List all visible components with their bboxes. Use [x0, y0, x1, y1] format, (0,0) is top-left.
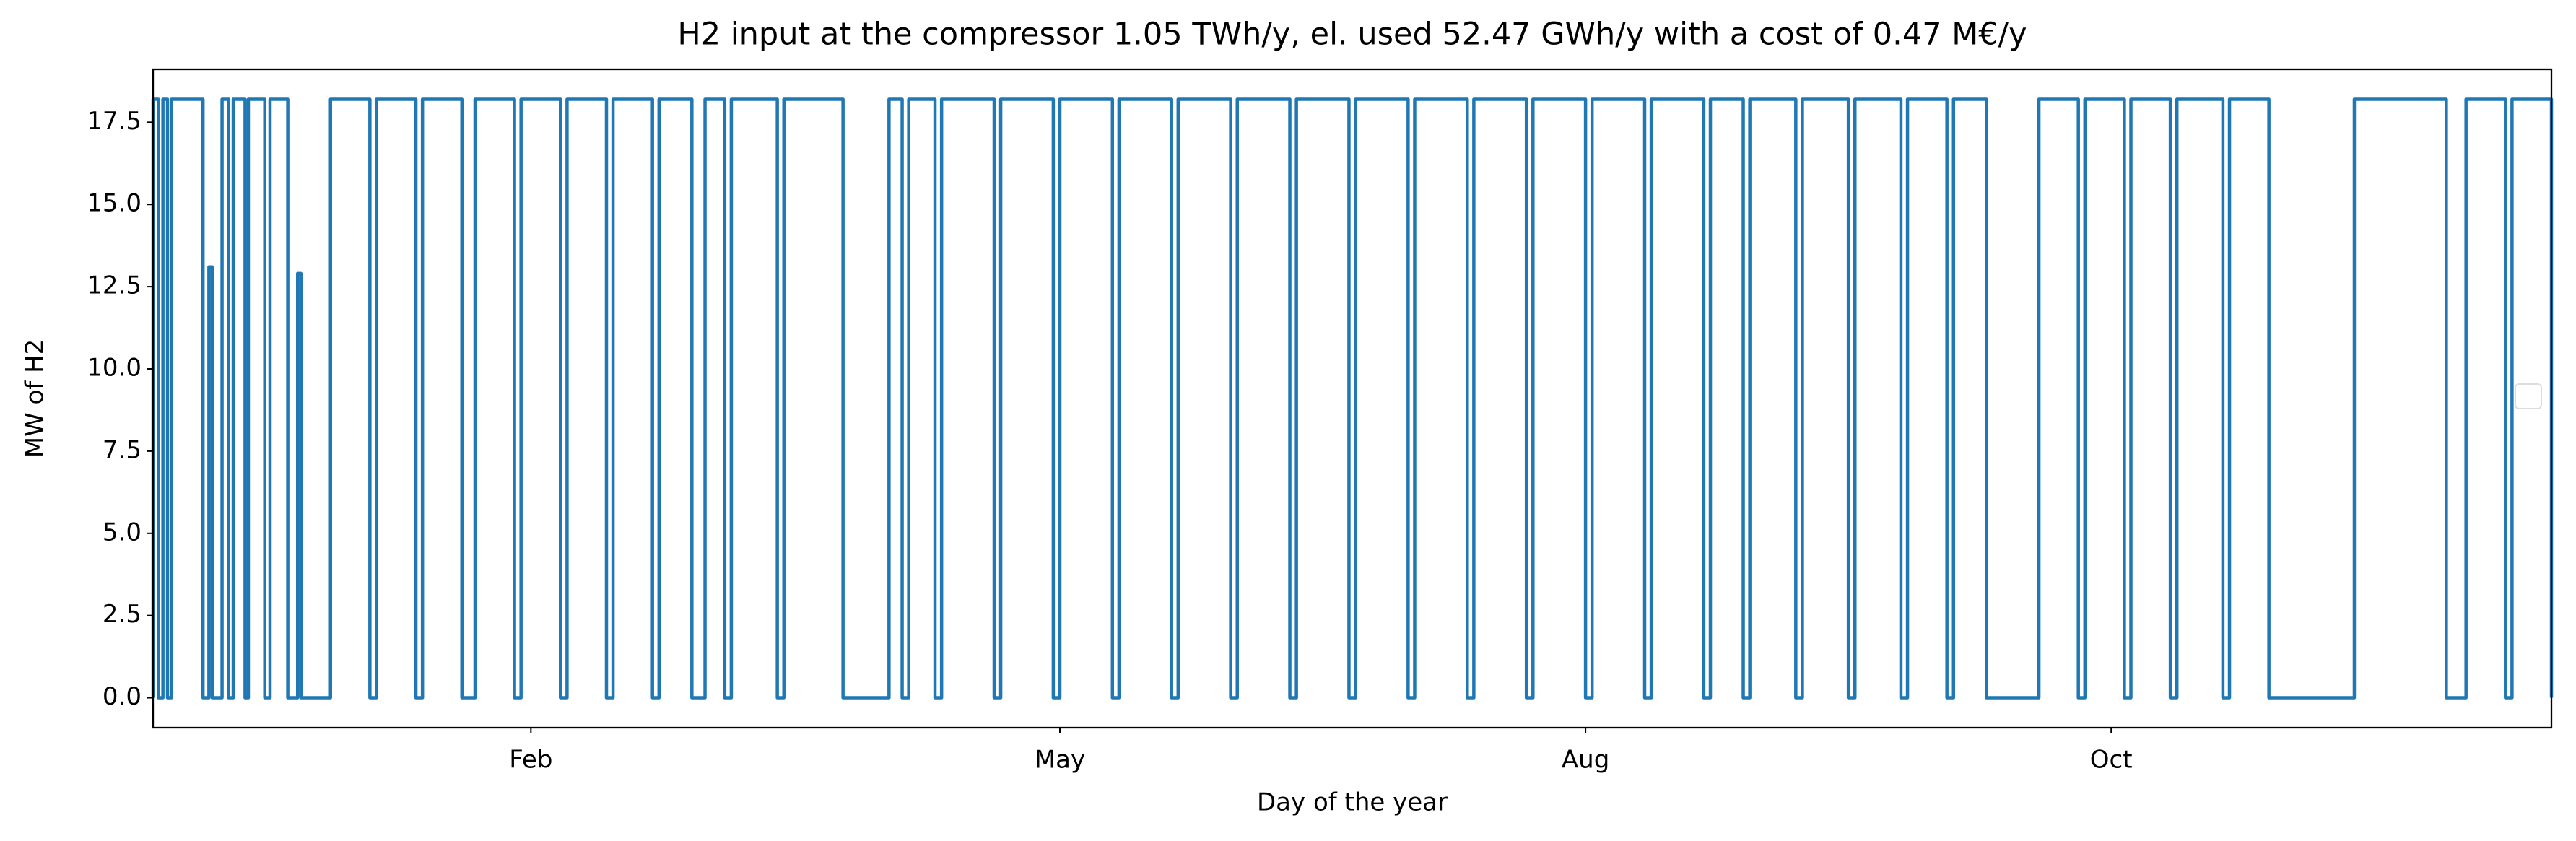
y-tick-label: 12.5 [87, 271, 142, 300]
plot [151, 97, 2554, 700]
y-axis-label: MW of H2 [21, 339, 50, 458]
x-tick-label: Aug [1562, 746, 1609, 775]
y-tick-label: 0.0 [103, 682, 142, 711]
axes-frame [152, 68, 2553, 729]
legend [2515, 383, 2542, 409]
chart-title: H2 input at the compressor 1.05 TWh/y, e… [677, 17, 2027, 53]
y-tick-label: 17.5 [87, 107, 142, 136]
y-tick-label: 2.5 [103, 600, 142, 629]
y-tick-label: 5.0 [103, 518, 142, 546]
y-tick-label: 7.5 [103, 435, 142, 464]
line [151, 97, 2554, 700]
x-tick-label: Oct [2090, 746, 2133, 775]
x-tick-label: May [1035, 746, 1085, 775]
y-tick-label: 10.0 [87, 354, 142, 383]
x-tick-label: Feb [509, 746, 552, 775]
y-tick-label: 15.0 [87, 189, 142, 218]
x-axis-label: Day of the year [1257, 788, 1448, 817]
